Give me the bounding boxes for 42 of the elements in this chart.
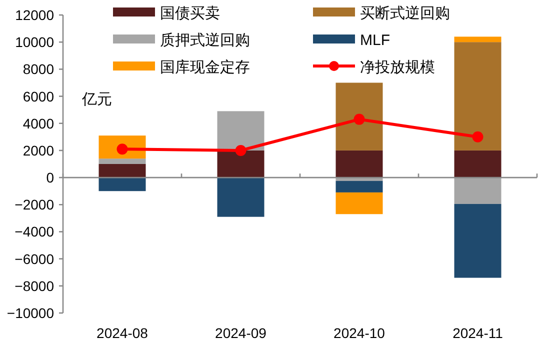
y-tick-label: 4000 <box>22 115 54 132</box>
bar <box>217 150 264 178</box>
bar <box>454 150 502 178</box>
legend-label: 买断式逆回购 <box>360 5 450 22</box>
x-tick-label: 2024-11 <box>452 325 504 341</box>
bar <box>454 42 502 150</box>
y-tick-label: −2000 <box>14 196 54 213</box>
bar <box>454 204 502 278</box>
bar <box>336 180 383 192</box>
point <box>472 131 484 142</box>
legend-label: 国债买卖 <box>160 5 220 22</box>
y-axis-title: 亿元 <box>81 91 112 108</box>
y-tick-label: 0 <box>46 170 54 186</box>
y-tick-label: 2000 <box>22 142 54 158</box>
bar <box>98 178 146 192</box>
y-tick-label: 8000 <box>22 61 54 78</box>
bar <box>98 164 146 178</box>
bar <box>336 150 383 178</box>
bar <box>336 82 383 150</box>
legend-label: 国库现金定存 <box>160 59 250 76</box>
bar <box>217 178 264 217</box>
legend-label: MLF <box>360 32 390 49</box>
y-tick-label: −6000 <box>14 250 54 267</box>
bar <box>217 111 264 150</box>
y-tick-label: −4000 <box>14 224 54 240</box>
x-tick-label: 2024-08 <box>96 325 148 341</box>
bar <box>454 36 502 42</box>
bar <box>336 192 383 214</box>
point <box>354 114 365 125</box>
y-tick-label: 12000 <box>15 7 54 23</box>
y-tick-label: −8000 <box>14 278 54 294</box>
y-tick-label: 6000 <box>22 88 54 104</box>
point <box>116 144 128 155</box>
point <box>235 144 246 156</box>
legend-label: 净投放规模 <box>360 59 435 76</box>
bar <box>98 158 146 164</box>
legend-label: 质押式逆回购 <box>160 32 250 49</box>
x-tick-label: 2024-10 <box>334 325 386 341</box>
x-tick-label: 2024-09 <box>215 325 267 341</box>
bar <box>454 178 502 204</box>
y-tick-label: −10000 <box>6 305 54 321</box>
y-tick-label: 10000 <box>15 34 54 50</box>
